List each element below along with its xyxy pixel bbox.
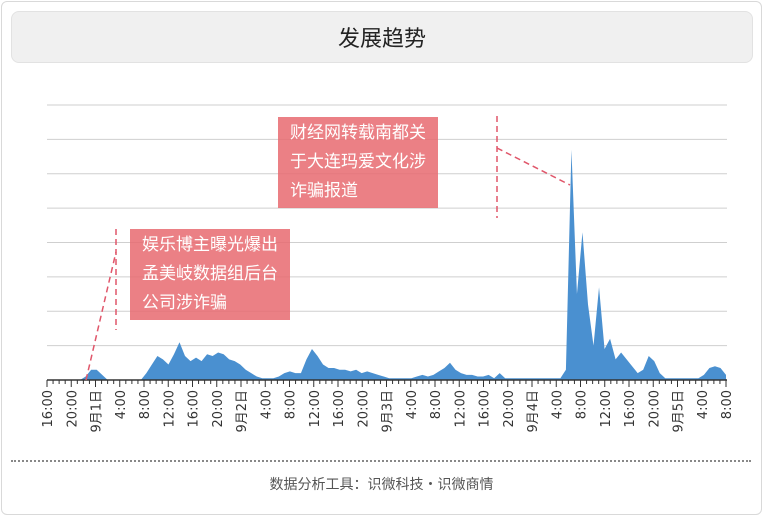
x-tick-label: 12:00 [162, 390, 177, 427]
annotation-1-leader [85, 251, 117, 381]
annotation-box-1: 娱乐博主曝光爆出 孟美岐数据组后台 公司涉诈骗 [130, 229, 290, 320]
x-tick-label: 9月1日 [90, 390, 105, 433]
x-tick-label: 20:00 [356, 390, 371, 427]
annotation-1-line-3: 公司涉诈骗 [142, 293, 227, 313]
footer-credit: 数据分析工具：识微科技・识微商情 [269, 477, 494, 493]
x-tick-label: 20:00 [502, 390, 517, 427]
x-tick-label: 4:00 [550, 390, 565, 419]
annotation-2-line-3: 诈骗报道 [290, 181, 358, 201]
footer-divider [11, 460, 751, 462]
x-tick-label: 4:00 [259, 390, 274, 419]
x-tick-label: 12:00 [308, 390, 323, 427]
x-tick-label: 4:00 [114, 390, 129, 419]
annotation-1-line-1: 娱乐博主曝光爆出 [142, 235, 278, 255]
x-tick-label: 9月2日 [235, 390, 250, 433]
x-tick-label: 4:00 [405, 390, 420, 419]
x-tick-label: 12:00 [599, 390, 614, 427]
x-tick-label: 16:00 [623, 390, 638, 427]
x-tick-label: 20:00 [647, 390, 662, 427]
x-tick-label: 20:00 [65, 390, 80, 427]
x-tick-label: 16:00 [332, 390, 347, 427]
x-tick-label: 16:00 [187, 390, 202, 427]
x-tick-label: 20:00 [211, 390, 226, 427]
x-tick-label: 16:00 [41, 390, 56, 427]
x-tick-label: 8:00 [284, 390, 299, 419]
x-tick-label: 9月3日 [381, 390, 396, 433]
annotation-box-2: 财经网转载南都关 于大连玛爱文化涉 诈骗报道 [278, 117, 438, 208]
annotation-2-leader [496, 147, 571, 186]
chart-title: 发展趋势 [11, 11, 753, 63]
annotation-1-line-2: 孟美岐数据组后台 [142, 264, 278, 284]
x-tick-label: 9月5日 [672, 390, 687, 433]
x-tick-label: 4:00 [696, 390, 711, 419]
x-tick-label: 8:00 [720, 390, 735, 419]
annotation-2-line-2: 于大连玛爱文化涉 [290, 152, 426, 172]
x-tick-label: 8:00 [575, 390, 590, 419]
x-tick-label: 9月4日 [526, 390, 541, 433]
annotation-2-line-1: 财经网转载南都关 [290, 123, 426, 143]
x-tick-label: 8:00 [138, 390, 153, 419]
x-tick-label: 16:00 [478, 390, 493, 427]
x-tick-label: 8:00 [429, 390, 444, 419]
x-tick-label: 12:00 [453, 390, 468, 427]
